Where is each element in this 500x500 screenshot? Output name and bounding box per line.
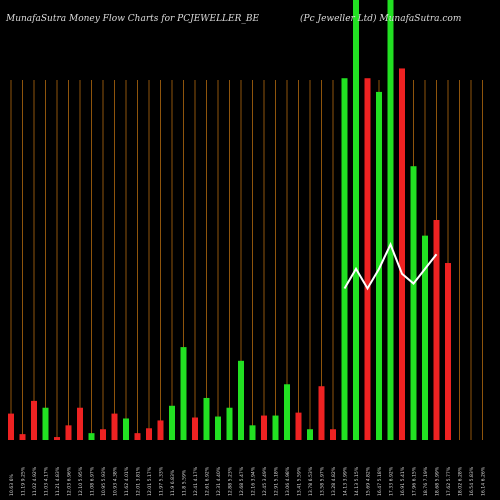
x-tick-label: 11.9 6.83% [170, 469, 176, 496]
money-flow-bar [226, 407, 233, 440]
money-flow-bar [410, 166, 417, 440]
x-tick-label: 12.01 3.81% [136, 466, 142, 496]
money-flow-bar [146, 428, 152, 440]
x-tick-label: 18.68 5.99% [435, 466, 441, 496]
money-flow-bar [422, 235, 428, 440]
x-tick-label: 12.91 5.18% [274, 466, 280, 496]
x-tick-label: 11.62 4.01% [124, 466, 130, 496]
money-flow-bar [192, 417, 198, 440]
x-tick-label: 13.78 6.53% [308, 466, 314, 496]
money-flow-bar [295, 412, 302, 440]
money-flow-bar [364, 78, 371, 440]
price-line [343, 241, 438, 291]
money-flow-bar [77, 407, 83, 440]
money-flow-bar [249, 425, 256, 440]
x-tick-label: 11.03 4.17% [44, 466, 50, 496]
x-tick-label: 13.58 5.97% [320, 466, 326, 496]
money-flow-bar [157, 420, 164, 440]
money-flow-bar [376, 91, 382, 441]
x-tick-label: 12.88 5.23% [228, 466, 234, 496]
x-tick-label: 11.21 4.83% [55, 466, 61, 496]
money-flow-bar [318, 386, 325, 440]
x-tick-label: 11.8 5.59% [182, 469, 188, 496]
x-tick-label: 14.13 5.15% [354, 466, 360, 496]
money-flow-bar [284, 384, 290, 440]
money-flow-bar [54, 437, 60, 440]
x-tick-label: 14.13 3.99% [343, 466, 349, 496]
money-flow-bar [238, 360, 244, 440]
money-flow-bar [387, 0, 394, 440]
x-tick-label: 17.96 6.15% [412, 466, 418, 496]
x-tick-label: 15.69 4.82% [366, 466, 372, 496]
x-tick-label: 11.97 5.33% [159, 466, 165, 496]
x-tick-label: 12.61 6.92% [205, 466, 211, 496]
x-tick-label: 10.93 4.38% [113, 466, 119, 496]
money-flow-bar [169, 405, 175, 440]
x-tick-label: 11.08 6.97% [90, 466, 96, 496]
money-flow-bar [180, 347, 187, 440]
x-tick-label: 13.28 4.82% [331, 466, 337, 496]
x-tick-label: 16.91 5.41% [400, 466, 406, 496]
money-flow-bar [203, 397, 210, 440]
money-flow-bar [353, 0, 359, 440]
money-flow-bar [261, 415, 267, 440]
money-flow-bar [215, 416, 221, 440]
x-tick-label: 11.02 4.92% [32, 466, 38, 496]
x-tick-label: 16.47 5.18% [377, 466, 383, 496]
money-flow-bar [8, 413, 14, 440]
x-tick-label: 16.54 5.83% [469, 466, 475, 496]
x-tick-label: 11.19 9.25% [21, 466, 27, 496]
x-tick-label: 12.68 5.47% [239, 466, 245, 496]
x-tick-label: 13.06 4.98% [285, 466, 291, 496]
x-tick-label: 12.10 5.95% [78, 466, 84, 496]
chart-line-layer [343, 241, 438, 291]
x-tick-label: 12.01 5.17% [147, 466, 153, 496]
chart-tick-labels: 10.63 6% 11.19 9.25% 11.02 4.92% 11.03 4.17… [9, 466, 487, 496]
money-flow-bar [330, 429, 336, 440]
money-flow-bar [433, 220, 440, 440]
money-flow-bar [341, 78, 348, 440]
x-tick-label: 12.16 3.94% [251, 466, 257, 496]
chart-subtitle: (Pc Jeweller Ltd) MunafaSutra.com [300, 14, 462, 24]
money-flow-bar [31, 400, 37, 440]
money-flow-bar [88, 433, 95, 440]
money-flow-bar [399, 68, 405, 440]
x-tick-label: 12.45 3.49% [262, 466, 268, 496]
money-flow-bar [65, 425, 72, 440]
money-flow-bar [445, 263, 451, 440]
money-flow-bar [19, 434, 26, 440]
x-tick-label: 12.31 4.40% [216, 466, 222, 496]
x-tick-label: 16.14 6.26% [481, 466, 487, 496]
x-tick-label: 12.41 4.17% [193, 466, 199, 496]
x-tick-label: 10.63 6% [9, 473, 15, 496]
chart-bars [8, 0, 451, 441]
money-flow-bar [123, 418, 129, 440]
x-tick-label: 17.62 5.77% [446, 466, 452, 496]
chart-title: MunafaSutra Money Flow Charts for PCJEWE… [6, 14, 260, 24]
x-tick-label: 10.95 5.93% [101, 466, 107, 496]
money-flow-bar [111, 413, 118, 440]
x-tick-label: 18.76 7.19% [423, 466, 429, 496]
x-tick-label: 13.41 5.59% [297, 466, 303, 496]
money-flow-bar [42, 407, 49, 440]
money-flow-bar [100, 429, 106, 440]
x-tick-label: 18.02 6.28% [458, 466, 464, 496]
x-tick-label: 12.03 6.96% [67, 466, 73, 496]
money-flow-bar [272, 415, 279, 440]
money-flow-bar [307, 429, 313, 440]
x-tick-label: 17.33 6.92% [389, 466, 395, 496]
money-flow-bar [134, 433, 141, 440]
